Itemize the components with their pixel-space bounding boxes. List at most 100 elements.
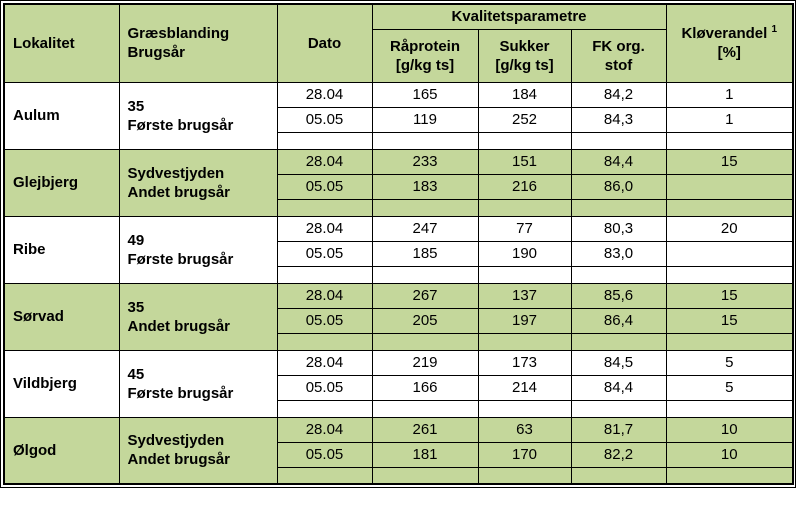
mix-cell: Sydvestjyden Andet brugsår [118,148,278,217]
section-vildbjerg: Vildbjerg 45 Første brugsår 28.04 219 17… [3,349,794,418]
sukker-cell [477,265,572,284]
sukker-cell [477,332,572,351]
mix-line2: Første brugsår [127,250,234,268]
fk-cell: 85,6 [570,282,667,309]
sukker-cell: 197 [477,307,572,334]
kloverandel-footnote-marker: 1 [771,24,778,36]
header-row-sub: Råprotein [g/kg ts] Sukker [g/kg ts] FK … [4,28,793,83]
dato-cell: 05.05 [276,106,373,133]
mix-cell: 49 Første brugsår [118,215,278,284]
raprotein-cell: 165 [371,81,479,108]
mix-line2: Andet brugsår [127,451,231,469]
table-row: Aulum 35 Første brugsår 28.04 165 184 84… [3,81,794,150]
sukker-cell [477,466,572,485]
mix-line1: 35 [127,97,145,115]
table-row: 05.05 183 216 86,0 [4,173,794,200]
table-row: 05.05 185 190 83,0 [4,240,794,267]
dato-cell [276,265,373,284]
lokalitet-cell: Ribe [3,215,120,284]
dato-cell: 28.04 [276,416,373,443]
mix-line1: 49 [127,231,145,249]
fk-cell: 84,3 [570,106,667,133]
klover-cell: 15 [665,307,794,334]
raprotein-cell [371,131,479,150]
table-row: Sørvad 35 Andet brugsår 28.04 267 137 85… [3,282,794,351]
spacer-row [4,466,794,485]
klover-cell: 15 [665,282,794,309]
table-row: Vildbjerg 45 Første brugsår 28.04 219 17… [3,349,794,418]
klover-cell [665,131,794,150]
section-olgod: Ølgod Sydvestjyden Andet brugsår 28.04 2… [3,416,794,485]
fk-cell [570,466,667,485]
klover-cell [665,198,794,217]
raprotein-cell [371,466,479,485]
table-row: Glejbjerg Sydvestjyden Andet brugsår 28.… [3,148,794,217]
section-aulum: Aulum 35 Første brugsår 28.04 165 184 84… [3,81,794,150]
klover-cell [665,240,794,267]
mix-line1: 45 [127,365,145,383]
section-ribe: Ribe 49 Første brugsår 28.04 247 77 80,3… [3,215,794,284]
mix-cell: Sydvestjyden Andet brugsår [118,416,278,485]
fk-cell [570,131,667,150]
klover-cell: 1 [665,81,794,108]
fk-cell: 84,4 [570,374,667,401]
sukker-label: Sukker [499,37,550,55]
dato-cell: 28.04 [276,148,373,175]
col-header-sukker: Sukker [g/kg ts] [477,28,572,83]
fk-cell: 86,0 [570,173,667,200]
col-header-fk-org-stof: FK org. stof [570,28,667,83]
table-row: 05.05 205 197 86,4 15 [4,307,794,334]
dato-cell: 05.05 [276,173,373,200]
dato-cell [276,466,373,485]
fk-cell: 80,3 [570,215,667,242]
sukker-unit: [g/kg ts] [495,56,554,74]
table-row: Ribe 49 Første brugsår 28.04 247 77 80,3… [3,215,794,284]
dato-cell: 05.05 [276,441,373,468]
fk-label-line2: stof [604,56,633,74]
sukker-cell: 170 [477,441,572,468]
fk-cell [570,332,667,351]
fk-cell: 83,0 [570,240,667,267]
table-frame: Lokalitet Græsblanding Brugsår Dato Kval… [0,0,796,488]
lokalitet-cell: Aulum [3,81,120,150]
sukker-cell: 214 [477,374,572,401]
sukker-cell: 151 [477,148,572,175]
dato-cell: 28.04 [276,215,373,242]
raprotein-cell: 166 [371,374,479,401]
lokalitet-cell: Ølgod [3,416,120,485]
klover-cell: 1 [665,106,794,133]
klover-cell: 10 [665,416,794,443]
raprotein-cell [371,265,479,284]
col-header-kloverandel: Kløverandel 1 [%] [665,3,794,83]
raprotein-cell: 267 [371,282,479,309]
klover-cell [665,265,794,284]
spacer-row [4,198,794,217]
fk-cell: 84,5 [570,349,667,376]
kloverandel-unit: [%] [717,44,741,62]
fk-cell: 86,4 [570,307,667,334]
sukker-cell [477,198,572,217]
table-header: Lokalitet Græsblanding Brugsår Dato Kval… [3,3,794,83]
mix-line1: 35 [127,298,145,316]
raprotein-label: Råprotein [389,37,460,55]
col-header-lokalitet: Lokalitet [3,3,120,83]
section-glejbjerg: Glejbjerg Sydvestjyden Andet brugsår 28.… [3,148,794,217]
raprotein-cell: 185 [371,240,479,267]
klover-cell: 15 [665,148,794,175]
dato-cell [276,399,373,418]
klover-cell [665,173,794,200]
dato-cell [276,332,373,351]
sukker-cell: 184 [477,81,572,108]
sukker-cell: 173 [477,349,572,376]
sukker-cell: 77 [477,215,572,242]
kloverandel-label-line: Kløverandel 1 [667,24,792,43]
lokalitet-cell: Glejbjerg [3,148,120,217]
lokalitet-cell: Sørvad [3,282,120,351]
spacer-row [4,131,794,150]
sukker-cell [477,399,572,418]
klover-cell [665,332,794,351]
section-sorvad: Sørvad 35 Andet brugsår 28.04 267 137 85… [3,282,794,351]
mix-cell: 45 Første brugsår [118,349,278,418]
klover-cell [665,466,794,485]
dato-cell: 28.04 [276,349,373,376]
